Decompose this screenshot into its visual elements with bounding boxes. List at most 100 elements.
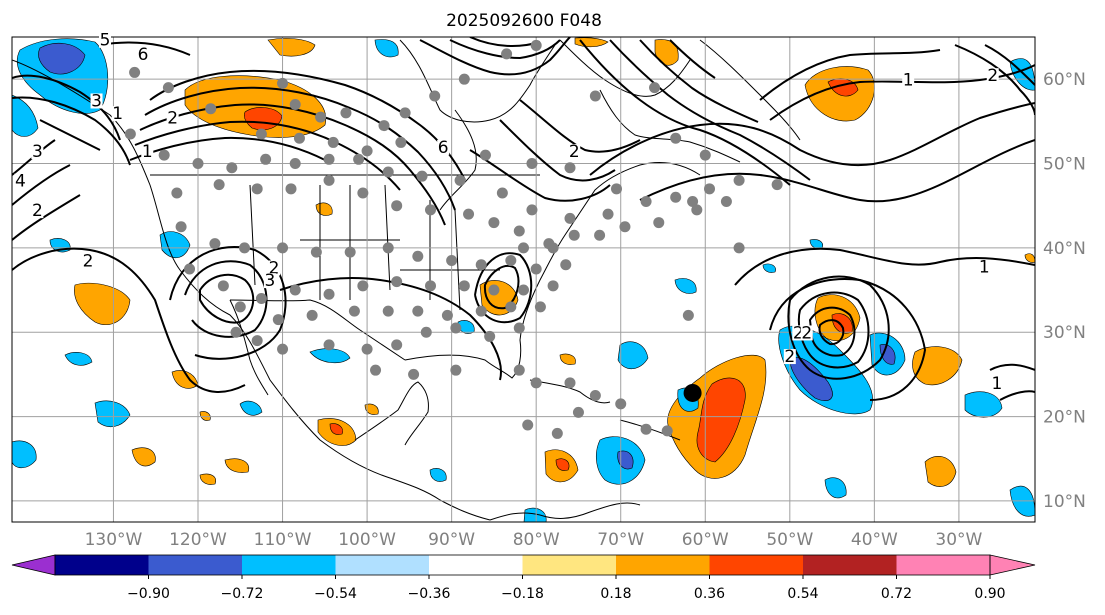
station-dot	[277, 77, 289, 89]
station-dot	[547, 280, 559, 292]
station-dot	[687, 195, 699, 207]
station-dot	[594, 229, 606, 241]
station-dot	[361, 145, 373, 157]
station-dot	[526, 204, 538, 216]
station-dot	[475, 305, 487, 317]
station-dot	[450, 364, 462, 376]
colorbar-extend-max	[989, 554, 1036, 576]
colorbar-tick-label: −0.54	[314, 586, 357, 602]
station-dot	[213, 179, 225, 191]
contour-label-bg	[166, 110, 179, 126]
colorbar-segment	[616, 555, 710, 575]
station-dot	[340, 107, 352, 119]
station-dot	[458, 73, 470, 85]
contour-label: 1	[142, 142, 153, 162]
station-dot	[670, 132, 682, 144]
station-dot	[682, 309, 694, 321]
contour-label: 2	[167, 108, 178, 128]
station-dot	[378, 120, 390, 132]
station-dot	[192, 158, 204, 170]
contour-label: 3	[91, 91, 102, 111]
station-dot	[458, 280, 470, 292]
station-dot	[572, 406, 584, 418]
colorbar-tick-label: 0.36	[694, 586, 725, 602]
station-dot	[564, 162, 576, 174]
station-dot	[175, 221, 187, 233]
contour-label: 3	[264, 271, 275, 291]
station-dot	[158, 149, 170, 161]
station-dot	[124, 128, 136, 140]
contour-label-bg	[978, 259, 991, 275]
contour-label-bg	[568, 144, 581, 160]
latitude-axis: 60°N 50°N 40°N 30°N 20°N 10°N	[1043, 70, 1086, 512]
coastlines	[12, 39, 801, 521]
station-dot	[589, 90, 601, 102]
anomaly-region	[364, 403, 379, 415]
colorbar-tick-label: −0.18	[501, 586, 544, 602]
anomaly-region	[159, 231, 191, 258]
station-dot	[505, 301, 517, 313]
colorbar-tick-label: 0.54	[787, 586, 818, 602]
station-dot	[370, 364, 382, 376]
longitude-axis: 130°W 120°W 110°W 100°W 90°W 80°W 70°W 60°W 50°W…	[85, 530, 983, 550]
station-dot	[547, 242, 559, 254]
station-dot	[310, 246, 322, 258]
contour-label: 2	[801, 323, 812, 343]
contour-label: 2	[784, 347, 795, 367]
station-dot	[323, 339, 335, 351]
station-dot	[496, 187, 508, 199]
anomaly-region	[374, 39, 399, 58]
station-dot	[412, 305, 424, 317]
anomaly-region	[964, 391, 1003, 418]
anomaly-region	[1024, 253, 1035, 263]
anomaly-region	[824, 477, 847, 499]
station-dot	[285, 183, 297, 195]
anomaly-region	[74, 282, 131, 326]
colorbar-tick-label: −0.72	[221, 586, 264, 602]
longitude-tick-label: 120°W	[169, 530, 227, 550]
station-dot	[412, 250, 424, 262]
contour-label: 2	[32, 201, 43, 221]
station-dot	[230, 326, 242, 338]
station-dot	[615, 398, 627, 410]
station-dot	[670, 191, 682, 203]
contour-label-bg	[90, 93, 103, 109]
anomaly-region	[309, 348, 351, 364]
station-dot	[226, 162, 238, 174]
station-dot	[205, 103, 217, 115]
map-panel[interactable]	[11, 36, 1036, 523]
station-dot	[289, 158, 301, 170]
contour-label-bg	[141, 144, 154, 160]
station-dot	[184, 263, 196, 275]
anomaly-region	[38, 42, 86, 75]
longitude-tick-label: 60°W	[682, 530, 729, 550]
storm-center-marker[interactable]	[683, 383, 702, 402]
station-dot	[463, 208, 475, 220]
anomaly-region	[267, 38, 316, 57]
station-dot	[704, 183, 715, 195]
station-dot	[399, 107, 411, 119]
contour-label: 6	[138, 45, 149, 65]
colorbar-tick-label: 0.18	[600, 586, 631, 602]
station-dot	[348, 305, 360, 317]
anomaly-region	[912, 346, 963, 386]
contour-label-bg	[14, 173, 27, 189]
station-dot	[551, 427, 563, 439]
latitude-tick-label: 40°N	[1043, 239, 1086, 259]
station-dot	[488, 284, 500, 296]
contour-label: 2	[269, 258, 280, 278]
station-dot	[416, 170, 428, 182]
station-dot	[289, 98, 301, 110]
contour-label-bg	[268, 260, 281, 276]
station-dot	[382, 166, 394, 178]
station-dot	[661, 425, 673, 437]
anomaly-region	[555, 458, 570, 471]
station-dot	[234, 301, 246, 313]
colorbar-segment	[896, 555, 990, 575]
contour-lines	[12, 37, 1035, 401]
station-dot	[653, 217, 665, 229]
contour-label: 1	[112, 104, 123, 124]
contour-label-bg	[263, 273, 276, 289]
latitude-tick-label: 20°N	[1043, 408, 1086, 428]
